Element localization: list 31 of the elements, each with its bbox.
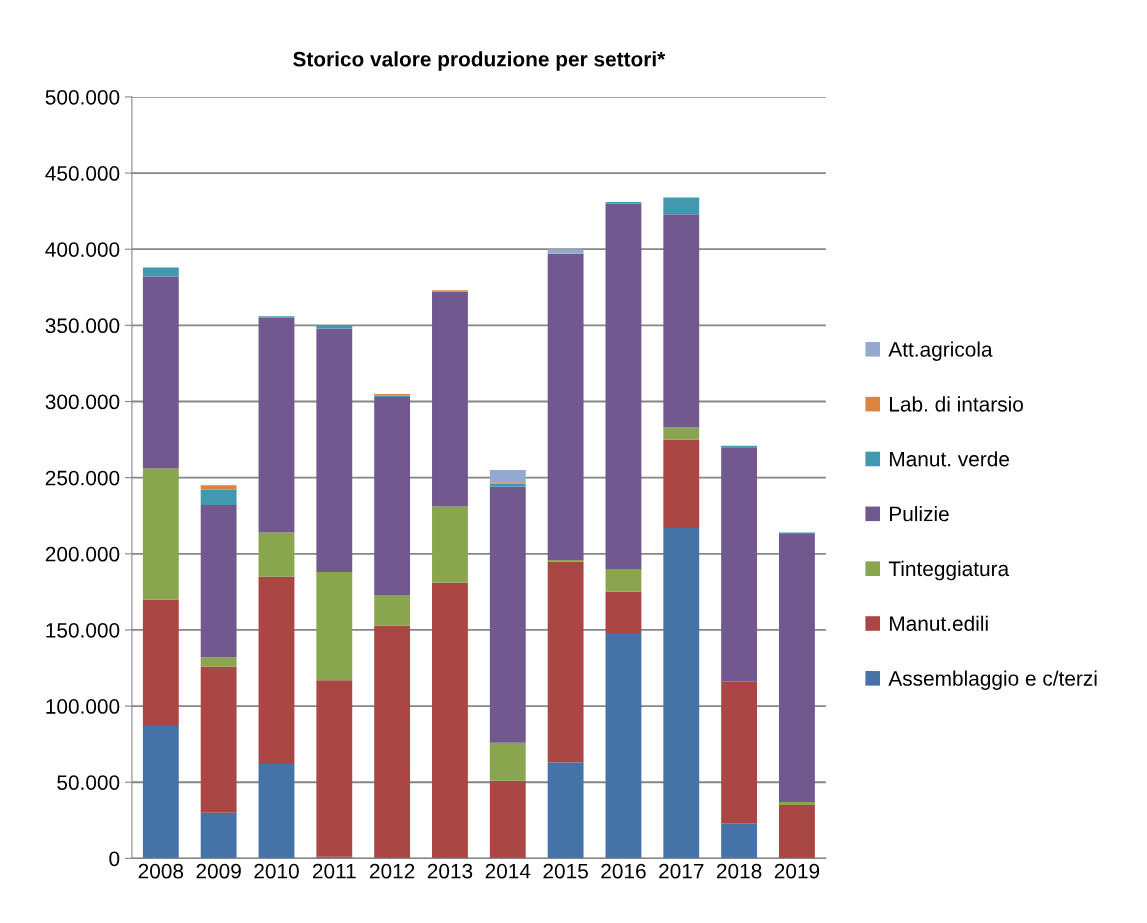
y-tick-label: 50.000 (57, 775, 120, 790)
y-tick-label: 250.000 (45, 470, 120, 486)
x-tick-label: 2008 (138, 863, 184, 879)
x-tick-label: 2017 (659, 863, 704, 879)
x-tick-label: 2011 (312, 863, 356, 879)
y-tick-label: 100.000 (46, 699, 120, 714)
legend-label: Lab. di intarsio (890, 396, 1023, 412)
legend-label: Att.agricola (888, 341, 993, 361)
x-tick-label: 2009 (196, 863, 241, 879)
y-tick-label: 0 (109, 851, 120, 867)
legend-label: Pulizie (890, 506, 949, 522)
x-tick-label: 2013 (427, 863, 473, 879)
x-tick-label: 2016 (601, 863, 646, 879)
y-tick-label: 200.000 (45, 546, 120, 562)
y-tick-label: 500.000 (45, 89, 120, 105)
chart-title: Storico valore produzione per settori* (293, 51, 666, 71)
y-tick-label: 350.000 (45, 318, 120, 334)
x-tick-label: 2015 (543, 863, 588, 879)
legend-label: Assemblaggio e c/terzi (888, 670, 1097, 690)
y-tick-label: 300.000 (45, 394, 120, 410)
legend-label: Tinteggiatura (888, 560, 1010, 581)
y-tick-label: 150.000 (46, 622, 120, 638)
x-tick-label: 2018 (716, 863, 762, 879)
y-tick-label: 400.000 (45, 242, 120, 257)
x-tick-label: 2010 (254, 863, 299, 879)
x-tick-label: 2019 (774, 863, 820, 879)
x-tick-label: 2012 (370, 863, 415, 879)
x-tick-label: 2014 (485, 863, 531, 879)
legend-label: Manut.edili (890, 615, 988, 631)
legend-label: Manut. verde (890, 451, 1009, 467)
y-tick-label: 450.000 (45, 166, 120, 181)
